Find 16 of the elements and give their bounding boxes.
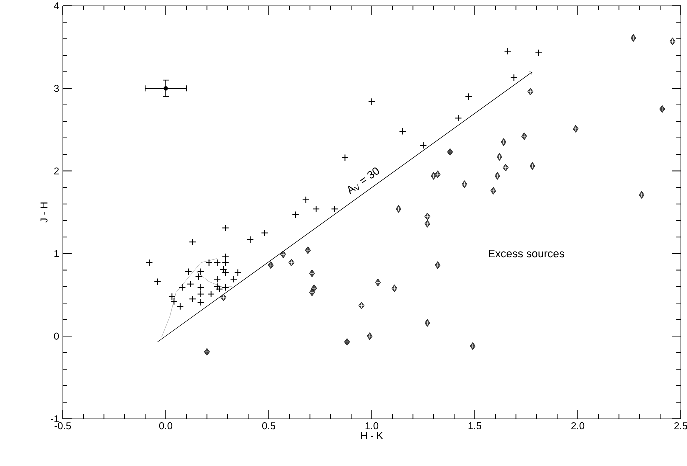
y-tick-label: 2 — [54, 168, 59, 175]
y-tick-label: 3 — [54, 85, 60, 92]
x-axis-title: H - K — [361, 432, 384, 440]
x-tick-label: 1.5 — [468, 422, 482, 430]
annotation: A$_{V}$ = 30 — [348, 168, 380, 195]
y-tick-label: 0 — [54, 332, 60, 340]
x-tick-label: 0.0 — [159, 422, 173, 430]
x-tick-label: 1.0 — [366, 422, 379, 430]
x-tick-label: 2.0 — [572, 422, 585, 430]
x-tick-label: -0.5 — [54, 422, 72, 430]
x-tick-label: 0.5 — [262, 422, 276, 430]
annotation: Excess sources — [489, 250, 564, 258]
y-tick-label: 1 — [54, 250, 59, 258]
y-axis-title: J - H — [40, 202, 48, 223]
y-tick-label: 4 — [54, 2, 60, 10]
y-tick-label: -1 — [51, 416, 59, 422]
